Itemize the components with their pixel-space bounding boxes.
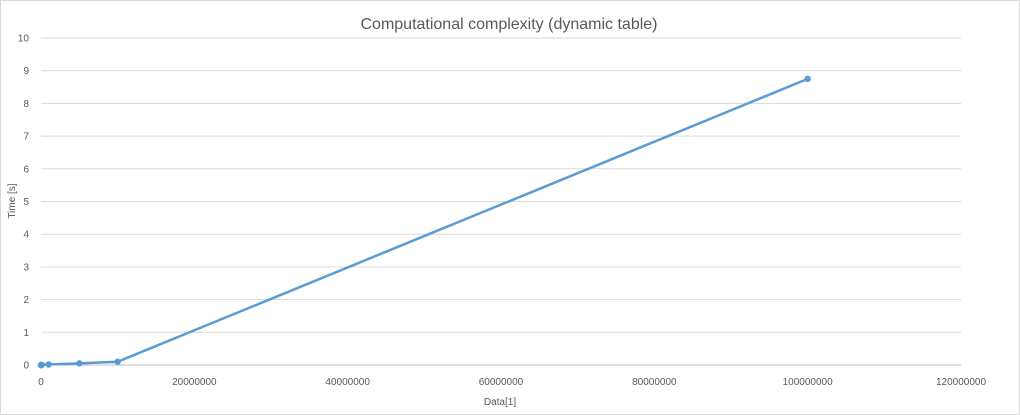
x-tick-label: 100000000 [783, 377, 833, 388]
data-point [114, 358, 121, 365]
gridlines [41, 37, 961, 333]
y-tick-label: 8 [23, 99, 29, 110]
chart-title: Computational complexity (dynamic table) [360, 16, 657, 33]
x-tick-label: 60000000 [479, 377, 524, 388]
y-axis-title: Time [s] [7, 183, 18, 218]
series-line [39, 77, 809, 367]
x-tick-label: 20000000 [172, 377, 217, 388]
y-tick-label: 0 [23, 361, 29, 372]
y-tick-label: 7 [23, 132, 29, 143]
data-point [76, 360, 83, 367]
x-axis-ticks: 0 20000000 40000000 60000000 80000000 1000000… [38, 377, 986, 388]
y-tick-label: 2 [23, 295, 29, 306]
x-axis-title: Data[1] [484, 397, 516, 408]
x-tick-label: 40000000 [325, 377, 370, 388]
y-tick-label: 10 [18, 34, 30, 45]
y-tick-label: 4 [23, 230, 29, 241]
y-tick-label: 6 [23, 164, 29, 175]
x-tick-label: 80000000 [632, 377, 677, 388]
x-tick-label: 0 [38, 377, 44, 388]
y-tick-label: 3 [23, 262, 29, 273]
data-point [45, 361, 52, 368]
y-axis-ticks: 0 1 2 3 4 5 6 7 8 9 10 [18, 34, 30, 372]
y-tick-label: 1 [23, 328, 29, 339]
data-point [38, 361, 45, 369]
x-tick-label: 120000000 [936, 377, 986, 388]
data-point [804, 75, 811, 83]
series-layer [37, 75, 811, 369]
y-tick-label: 5 [23, 197, 29, 208]
y-tick-label: 9 [23, 66, 29, 77]
